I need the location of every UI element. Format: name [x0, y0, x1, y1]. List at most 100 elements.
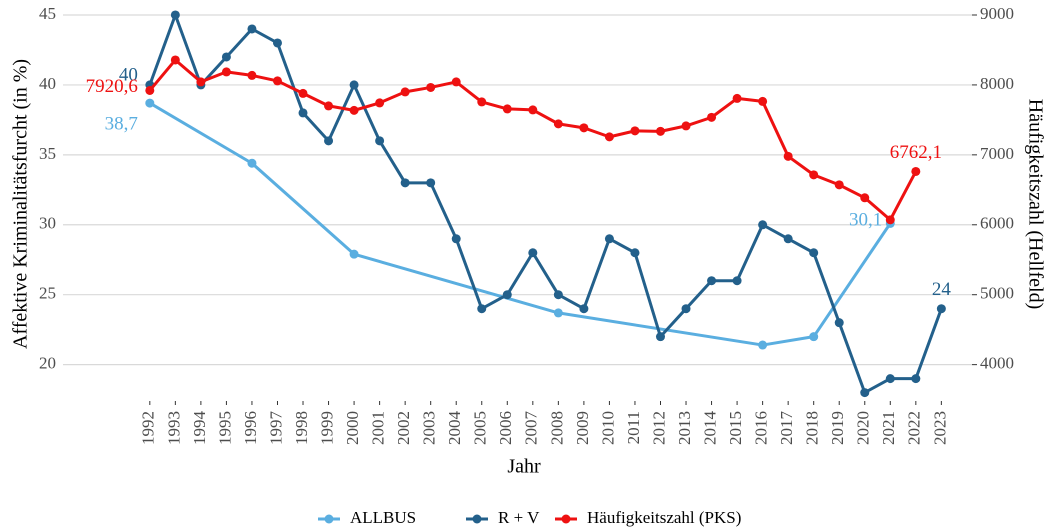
point [707, 276, 717, 286]
point [502, 104, 512, 114]
x-tick-label: 2002 [394, 411, 413, 445]
point [375, 136, 385, 146]
point [604, 234, 614, 244]
point [809, 170, 819, 180]
point [783, 151, 793, 161]
point [170, 10, 180, 20]
x-tick-label: 2005 [471, 411, 490, 445]
point [911, 166, 921, 176]
y-tick-label: 35 [39, 144, 56, 163]
y2-tick-label: 9000 [980, 4, 1014, 23]
point [681, 304, 691, 314]
x-tick-label: 2016 [752, 411, 771, 445]
point [477, 97, 487, 107]
point [196, 77, 206, 87]
x-tick-label: 1997 [266, 411, 285, 446]
x-tick-label: 2018 [803, 411, 822, 445]
value-label: 38,7 [105, 113, 138, 134]
point [528, 105, 538, 115]
y-tick-label: 30 [39, 214, 56, 233]
point [834, 180, 844, 190]
x-tick-label: 2022 [905, 411, 924, 445]
value-label: 30,1 [849, 210, 882, 231]
x-tick-label: 2001 [369, 411, 388, 445]
x-tick-label: 2011 [624, 411, 643, 444]
point [911, 374, 921, 384]
x-tick-label: 2020 [854, 411, 873, 445]
y-tick-label: 45 [39, 4, 56, 23]
x-tick-label: 2012 [649, 411, 668, 445]
x-tick-label: 2019 [828, 411, 847, 445]
point [145, 98, 155, 108]
point [247, 158, 257, 168]
x-tick-label: 2013 [675, 411, 694, 445]
point [247, 70, 257, 80]
y-tick-label: 25 [39, 284, 56, 303]
value-label: 7920,6 [86, 76, 138, 97]
x-tick-label: 1992 [139, 411, 158, 445]
x-tick-label: 2003 [420, 411, 439, 445]
x-tick-label: 2009 [573, 411, 592, 445]
point [604, 132, 614, 142]
y-tick-label: 40 [39, 74, 56, 93]
value-label: 40 [119, 64, 138, 85]
point [221, 52, 231, 62]
point [630, 248, 640, 258]
x-tick-label: 2021 [879, 411, 898, 445]
point [324, 136, 334, 146]
point [221, 67, 231, 77]
point [298, 108, 308, 118]
point [655, 332, 665, 342]
point [579, 123, 589, 133]
x-tick-label: 2008 [547, 411, 566, 445]
point [681, 121, 691, 131]
x-tick-label: 2010 [598, 411, 617, 445]
point [553, 290, 563, 300]
point [553, 308, 563, 318]
y2-tick-label: 5000 [980, 284, 1014, 303]
series-line [148, 13, 943, 395]
point [426, 178, 436, 188]
point [247, 24, 257, 34]
x-tick-label: 2015 [726, 411, 745, 445]
point [758, 220, 768, 230]
y2-tick-label: 4000 [980, 354, 1014, 373]
point [477, 304, 487, 314]
x-tick-label: 1993 [164, 411, 183, 445]
point [451, 77, 461, 87]
legend-swatch [324, 514, 334, 524]
point [630, 126, 640, 136]
point [502, 290, 512, 300]
point [553, 119, 563, 129]
legend-swatch [561, 514, 571, 524]
x-tick-label: 2007 [522, 411, 541, 446]
point [349, 249, 359, 259]
x-tick-label: 2000 [343, 411, 362, 445]
x-tick-label: 2017 [777, 411, 796, 446]
point [272, 76, 282, 86]
point [758, 340, 768, 350]
x-tick-label: 2004 [445, 411, 464, 446]
value-label: 24 [932, 279, 952, 300]
point [732, 276, 742, 286]
legend-label: Häufigkeitszahl (PKS) [587, 508, 741, 527]
y-tick-label: 20 [39, 354, 56, 373]
point [145, 85, 155, 95]
point [349, 80, 359, 90]
point [528, 248, 538, 258]
point [707, 112, 717, 122]
x-tick-label: 2006 [496, 411, 515, 445]
point [885, 374, 895, 384]
point [451, 234, 461, 244]
point [732, 93, 742, 103]
y2-tick-label: 6000 [980, 214, 1014, 233]
point [758, 96, 768, 106]
y2-tick-label: 8000 [980, 74, 1014, 93]
point [375, 98, 385, 108]
legend-label: ALLBUS [350, 508, 416, 527]
point [349, 105, 359, 115]
x-tick-label: 1999 [317, 411, 336, 445]
legend-swatch [472, 514, 482, 524]
point [324, 101, 334, 111]
point [170, 55, 180, 65]
